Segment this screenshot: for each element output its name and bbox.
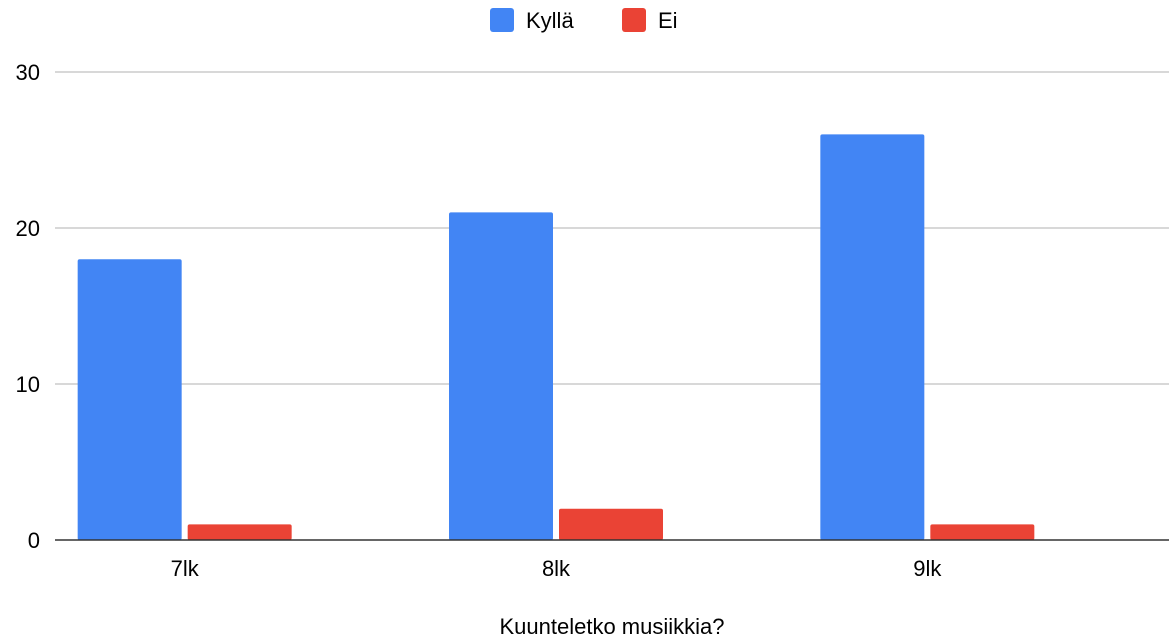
bars xyxy=(77,134,1035,540)
bar-ei-9lk xyxy=(930,524,1035,540)
bar-ei-8lk xyxy=(559,508,663,540)
legend-swatch xyxy=(490,8,514,32)
x-tick-label: 9lk xyxy=(913,556,942,581)
bar-kyll--9lk xyxy=(820,134,925,540)
x-tick-label: 7lk xyxy=(171,556,200,581)
y-tick-label: 20 xyxy=(16,216,40,241)
y-tick-label: 0 xyxy=(28,528,40,553)
y-axis-ticks: 0 10 20 30 xyxy=(16,60,40,553)
bar-kyll--7lk xyxy=(77,259,182,540)
x-axis-ticks: 7lk 8lk 9lk xyxy=(171,556,943,581)
legend-swatch xyxy=(622,8,646,32)
x-tick-label: 8lk xyxy=(542,556,571,581)
y-tick-label: 10 xyxy=(16,372,40,397)
x-axis-title: Kuunteletko musiikkia? xyxy=(499,614,724,639)
legend-label: Kyllä xyxy=(526,8,574,33)
y-tick-label: 30 xyxy=(16,60,40,85)
legend: Kyllä Ei xyxy=(490,8,678,33)
gridlines xyxy=(55,71,1169,385)
bar-kyll--8lk xyxy=(449,212,553,540)
bar-ei-7lk xyxy=(187,524,292,540)
legend-label: Ei xyxy=(658,8,678,33)
